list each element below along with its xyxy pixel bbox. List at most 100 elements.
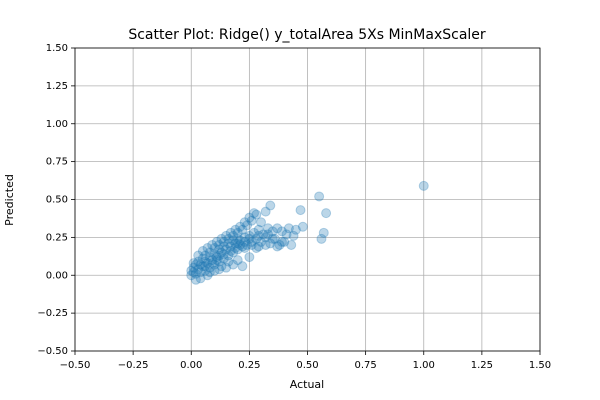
scatter-point: [221, 244, 232, 255]
scatter-point: [228, 235, 239, 246]
scatter-point: [232, 244, 243, 255]
scatter-point: [239, 232, 250, 243]
y-tick-label: 0.00: [46, 270, 68, 281]
scatter-point: [279, 236, 290, 247]
y-tick-label: −0.25: [37, 308, 68, 319]
y-tick-label: 0.50: [46, 195, 68, 206]
scatter-point: [216, 247, 227, 258]
scatter-point: [253, 224, 264, 235]
scatter-point: [225, 227, 236, 238]
scatter-point: [225, 246, 236, 257]
scatter-point: [188, 262, 199, 273]
scatter-point: [221, 230, 232, 241]
x-tick-label: 1.50: [529, 360, 551, 371]
chart-title: Scatter Plot: Ridge() y_totalArea 5Xs Mi…: [128, 27, 486, 43]
scatter-point: [253, 241, 264, 252]
scatter-point: [223, 256, 234, 267]
scatter-point: [190, 268, 201, 279]
scatter-point: [272, 241, 283, 252]
y-tick-label: 1.00: [46, 119, 68, 130]
scatter-point: [193, 250, 204, 261]
scatter-point: [211, 252, 222, 263]
scatter-point: [202, 270, 213, 281]
scatter-point: [230, 238, 241, 249]
scatter-point: [197, 253, 208, 264]
scatter-point: [251, 209, 262, 220]
scatter-point: [223, 250, 234, 261]
y-tick-label: 1.25: [46, 81, 68, 92]
scatter-point: [209, 242, 220, 253]
scatter-point: [204, 262, 215, 273]
scatter-point: [223, 238, 234, 249]
scatter-point: [202, 258, 213, 269]
scatter-point: [211, 255, 222, 266]
scatter-point: [314, 191, 325, 202]
scatter-point: [246, 239, 257, 250]
scatter-point: [274, 239, 285, 250]
scatter-point: [221, 262, 232, 273]
scatter-point: [232, 233, 243, 244]
scatter-point: [276, 226, 287, 237]
scatter-point: [190, 259, 201, 270]
scatter-point: [204, 247, 215, 258]
scatter-point: [242, 239, 253, 250]
scatter-point: [321, 208, 332, 219]
scatter-point: [237, 241, 248, 252]
scatter-point: [230, 224, 241, 235]
scatter-point: [214, 264, 225, 275]
scatter-point: [288, 230, 299, 241]
scatter-point: [204, 252, 215, 263]
scatter-point: [260, 232, 271, 243]
x-tick-label: −0.50: [60, 360, 91, 371]
scatter-point: [207, 255, 218, 266]
scatter-point: [267, 226, 278, 237]
scatter-point: [251, 233, 262, 244]
scatter-point: [286, 239, 297, 250]
scatter-point: [235, 221, 246, 232]
x-tick-label: −0.25: [118, 360, 149, 371]
scatter-point: [202, 242, 213, 253]
scatter-point: [218, 236, 229, 247]
scatter-point: [297, 221, 308, 232]
scatter-point: [246, 236, 257, 247]
scatter-point: [232, 227, 243, 238]
scatter-point: [200, 256, 211, 267]
y-tick-label: −0.50: [37, 346, 68, 357]
scatter-point: [239, 217, 250, 228]
scatter-point: [244, 233, 255, 244]
scatter-point: [232, 255, 243, 266]
scatter-point: [235, 235, 246, 246]
scatter-point: [265, 238, 276, 249]
scatter-point: [225, 241, 236, 252]
scatter-point: [281, 229, 292, 240]
scatter-point: [200, 261, 211, 272]
scatter-point: [207, 258, 218, 269]
scatter-point: [214, 244, 225, 255]
scatter-point: [242, 220, 253, 231]
scatter-point: [193, 264, 204, 275]
scatter-point: [218, 249, 229, 260]
scatter-point: [290, 224, 301, 235]
scatter-point: [216, 233, 227, 244]
scatter-point: [272, 223, 283, 234]
x-tick-label: 0.50: [296, 360, 318, 371]
scatter-point: [239, 242, 250, 253]
x-tick-label: 0.75: [354, 360, 376, 371]
scatter-point: [228, 230, 239, 241]
scatter-point: [230, 242, 241, 253]
x-tick-label: 0.25: [238, 360, 260, 371]
x-axis-label: Actual: [290, 378, 324, 391]
scatter-point: [188, 267, 199, 278]
y-tick-label: 0.25: [46, 232, 68, 243]
scatter-point: [232, 238, 243, 249]
x-tick-label: 1.25: [471, 360, 493, 371]
scatter-point: [218, 253, 229, 264]
scatter-point: [256, 236, 266, 247]
scatter-point: [251, 242, 262, 253]
scatter-point: [249, 208, 260, 219]
scatter-point: [265, 200, 276, 211]
scatter-point: [204, 267, 215, 278]
scatter-point: [214, 256, 225, 267]
scatter-point: [318, 227, 329, 238]
